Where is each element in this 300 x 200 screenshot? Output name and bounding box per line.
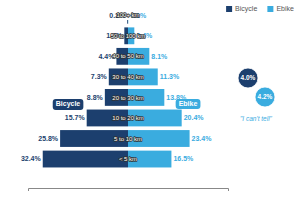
tick-label: < 5 km — [119, 156, 137, 162]
axis-line — [29, 189, 229, 192]
data-label: 8.8% — [87, 94, 104, 101]
chart: 32.4%25.8%15.7%8.8%7.3%4.4%1.4%0.3%16.5%… — [0, 0, 300, 200]
tick-label: 100+ km — [116, 12, 139, 18]
data-label: 7.3% — [91, 73, 108, 80]
cant-tell: 4.0% — [238, 68, 258, 88]
tick-label: 20 to 30 km — [112, 95, 143, 101]
data-label: 11.3% — [160, 73, 180, 80]
tick-label: 50 to 100 km — [111, 33, 146, 39]
tick-label: 40 to 50 km — [112, 53, 143, 59]
cant-tell-circle — [238, 68, 258, 88]
tick-label: 10 to 20 km — [112, 115, 143, 121]
cant-tell-circle — [255, 87, 275, 107]
cant-tell-label: 4.2% — [258, 93, 273, 100]
label-box — [53, 99, 84, 110]
side-label: Bicycle — [53, 99, 84, 110]
label-box — [176, 99, 201, 109]
data-label: 16.5% — [173, 155, 194, 162]
annotation: Bicycle — [56, 100, 81, 108]
tick-label: 30 to 40 km — [112, 74, 143, 80]
legend-swatch — [226, 6, 232, 12]
cant-tell: 4.2% — [255, 87, 275, 107]
data-label: 25.8% — [38, 135, 59, 142]
legend: Bicycle Ebike — [226, 5, 294, 13]
bars — [43, 20, 190, 167]
legend-item: Ebike — [267, 5, 294, 12]
legend-label: Ebike — [276, 5, 294, 12]
legend-swatch — [267, 6, 273, 12]
bar — [127, 20, 129, 24]
annotation: Ebike — [179, 100, 198, 107]
data-label: 15.7% — [65, 114, 86, 121]
data-label: 32.4% — [21, 155, 42, 162]
x-axis — [29, 189, 229, 192]
legend-item: Bicycle — [226, 5, 257, 13]
tick-label: 5 to 10 km — [114, 136, 142, 142]
y-axis: < 5 km 5 to 10 km 10 to 20 km 20 to 30 km 30… — [111, 12, 146, 162]
data-label: 23.4% — [192, 135, 213, 142]
bar — [128, 20, 129, 24]
side-label: Ebike — [176, 99, 201, 109]
data-label: 8.1% — [151, 53, 168, 60]
cant-tell-label: 4.0% — [241, 74, 256, 81]
bar — [43, 151, 128, 168]
annotation: "I can't tell" — [240, 115, 273, 122]
data-labels: 32.4%25.8%15.7%8.8%7.3%4.4%1.4%0.3%16.5%… — [21, 12, 212, 163]
data-label: 20.4% — [184, 114, 205, 121]
legend-label: Bicycle — [235, 5, 257, 13]
